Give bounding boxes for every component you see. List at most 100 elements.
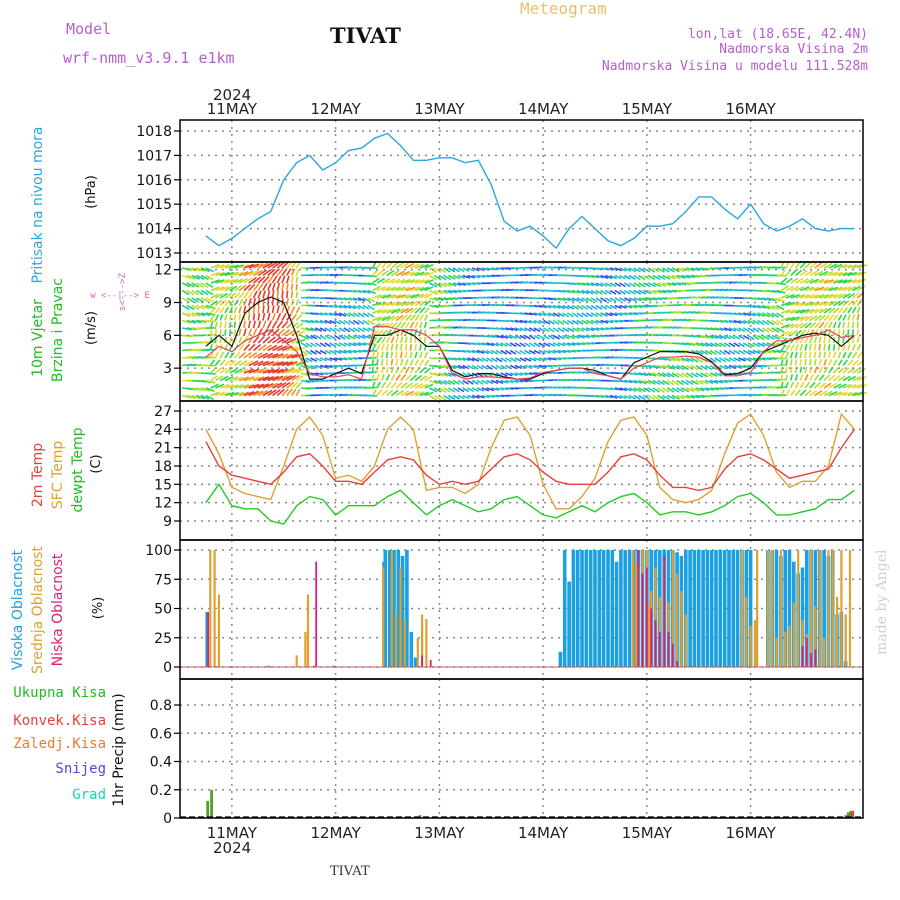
wind-arrow (562, 297, 571, 302)
wind-arrow (619, 282, 626, 288)
pressure-tick-label: 1015 (136, 197, 172, 213)
watermark: made by Angel (874, 549, 890, 655)
wind-arrow (286, 368, 297, 374)
wind-arrow (552, 297, 562, 301)
wind-arrow (690, 364, 699, 371)
pressure-frame (179, 119, 864, 263)
wind-arrow (219, 351, 225, 359)
wind-arrow (633, 282, 641, 288)
wind-arrow (376, 309, 387, 314)
wind-arrow (614, 289, 622, 295)
wind-arrow (404, 351, 408, 359)
wind-arrow (257, 360, 269, 367)
wind-arrow (547, 319, 555, 325)
wind-arrow (642, 394, 651, 401)
wind-arrow (381, 308, 392, 314)
wind-arrow (409, 321, 415, 329)
wind-arrow (814, 294, 825, 299)
wind-arrow (514, 364, 523, 370)
wind-arrow (224, 384, 235, 389)
wind-arrow (338, 349, 347, 354)
wind-arrow (851, 336, 855, 344)
wind-arrow (818, 270, 829, 277)
wind-arrow (681, 357, 690, 363)
wind-arrow (790, 293, 800, 299)
wind-arrow (761, 327, 770, 333)
mid-cloud-bar (425, 619, 428, 667)
wind-arrow (676, 267, 685, 273)
wind-arrow (367, 312, 375, 318)
wind-arrow (681, 274, 691, 279)
wind-arrow (229, 359, 237, 367)
wind-arrow (400, 390, 410, 397)
wind-arrow (219, 285, 229, 292)
wind-arrow (196, 319, 207, 323)
wind-arrow (633, 394, 641, 400)
wind-arrow (257, 276, 266, 284)
wind-arrow (196, 304, 205, 310)
high-cloud-bar (383, 550, 388, 667)
wind-arrow (248, 383, 260, 389)
wind-arrow (390, 374, 396, 381)
wind-arrow (281, 361, 294, 367)
wind-arrow (476, 342, 485, 346)
wind-arrow (186, 304, 195, 311)
wind-arrow (205, 319, 216, 323)
day-label-bottom: 14MAY (518, 824, 569, 842)
wind-arrow (205, 394, 214, 401)
wind-arrow (390, 381, 397, 389)
wind-arrow (376, 343, 381, 351)
wind-arrow (200, 304, 210, 310)
high-cloud-bar (692, 550, 697, 667)
wind-arrow (742, 349, 751, 355)
wind-arrow (205, 304, 215, 310)
wind-arrow (614, 274, 622, 280)
wind-arrow (813, 366, 818, 374)
mid-cloud-bar (676, 573, 679, 667)
wind-arrow (595, 319, 604, 324)
wind-arrow (519, 364, 527, 369)
wind-arrow (657, 289, 667, 294)
wind-arrow (519, 357, 527, 362)
wind-arrow (295, 261, 301, 269)
wind-arrow (243, 335, 249, 344)
wind-arrow (410, 390, 420, 397)
wind-arrow (305, 349, 313, 355)
wind-arrow (724, 379, 733, 383)
wind-arrow (215, 286, 225, 292)
wind-arrow (738, 357, 746, 362)
wind-arrow (433, 297, 444, 302)
wind-arrow (671, 379, 680, 386)
wind-arrow (676, 379, 684, 386)
wind-arrow (519, 327, 527, 332)
wind-arrow (557, 312, 565, 318)
wind-arrow (785, 374, 788, 381)
wind-arrow (671, 267, 680, 273)
wind-arrow (372, 323, 381, 329)
low-cloud-bar (805, 637, 808, 668)
mid-cloud-bar (295, 655, 298, 667)
wind-arrow (847, 329, 850, 336)
wind-arrow (453, 289, 462, 293)
wind-arrow (852, 359, 859, 367)
wind-arrow (423, 351, 429, 359)
temp-tick-label: 15 (154, 477, 172, 493)
wind-arrow (253, 360, 264, 367)
high-cloud-bar (571, 550, 576, 667)
wind-arrow (381, 261, 388, 269)
wind-arrow (781, 316, 791, 322)
wind-arrow (286, 353, 298, 359)
wind-arrow (367, 297, 376, 303)
wind-side-label: 10m Vjetar Brzina i Pravac (m/s) s<--->Z… (30, 272, 150, 382)
wind-arrow (657, 282, 667, 287)
wind-arrow (490, 342, 499, 347)
wind-arrow (362, 312, 370, 318)
wind-arrow (600, 327, 609, 331)
high-cloud-bar (567, 581, 571, 667)
wind-arrow (657, 379, 666, 386)
wind-arrow (224, 271, 235, 277)
wind-arrow (243, 391, 255, 397)
wind-arrow (196, 394, 206, 400)
wind-arrow (562, 319, 570, 325)
wind-arrow (813, 374, 820, 381)
